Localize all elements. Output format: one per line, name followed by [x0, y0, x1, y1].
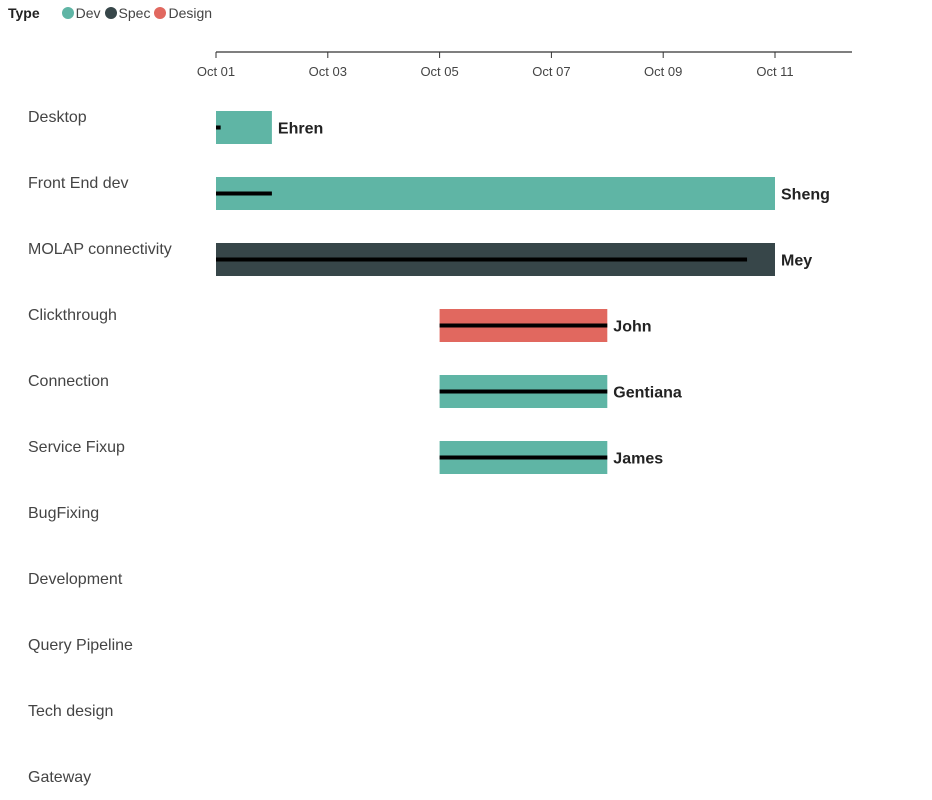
task-bar-1 — [216, 177, 775, 210]
task-progress-2 — [216, 257, 748, 262]
x-tick-label-3: Oct 07 — [532, 64, 570, 79]
category-label-7: Development — [28, 571, 123, 588]
category-label-9: Tech design — [28, 703, 113, 720]
task-resource-label-1: Sheng — [781, 187, 830, 204]
legend-label-design: Design — [168, 5, 213, 21]
x-tick-label-0: Oct 01 — [197, 64, 235, 79]
legend-dot-spec-icon — [104, 7, 117, 19]
category-label-6: BugFixing — [28, 505, 99, 522]
task-resource-label-2: Mey — [781, 253, 812, 270]
task-resource-label-3: John — [613, 319, 651, 336]
legend-dot-dev-icon — [61, 7, 74, 19]
category-label-5: Service Fixup — [28, 439, 125, 456]
legend-label-dev: Dev — [75, 5, 101, 21]
x-tick-label-4: Oct 09 — [644, 64, 682, 79]
category-label-2: MOLAP connectivity — [28, 241, 172, 258]
x-tick-label-5: Oct 11 — [756, 64, 793, 79]
task-progress-4 — [439, 389, 608, 394]
task-bar-0 — [216, 111, 272, 144]
category-label-0: Desktop — [28, 109, 87, 126]
category-label-1: Front End dev — [28, 175, 129, 192]
category-label-8: Query Pipeline — [28, 637, 133, 654]
legend-dot-design-icon — [154, 7, 167, 19]
task-progress-1 — [216, 191, 272, 196]
task-resource-label-0: Ehren — [278, 121, 323, 138]
x-tick-label-1: Oct 03 — [309, 64, 347, 79]
legend: Type Dev Spec Design — [8, 4, 216, 22]
task-progress-3 — [439, 323, 608, 328]
category-label-3: Clickthrough — [28, 307, 117, 324]
task-resource-label-4: Gentiana — [613, 385, 682, 402]
task-resource-label-5: James — [613, 451, 663, 468]
legend-item-design[interactable]: Design — [154, 5, 212, 21]
task-progress-0 — [216, 125, 221, 130]
task-progress-5 — [439, 455, 608, 460]
legend-item-spec[interactable]: Spec — [104, 5, 151, 21]
legend-item-dev[interactable]: Dev — [61, 5, 101, 21]
category-label-10: Gateway — [28, 769, 91, 786]
x-tick-label-2: Oct 05 — [420, 64, 458, 79]
category-label-4: Connection — [28, 373, 109, 390]
legend-title: Type — [8, 5, 40, 21]
legend-label-spec: Spec — [118, 5, 151, 21]
